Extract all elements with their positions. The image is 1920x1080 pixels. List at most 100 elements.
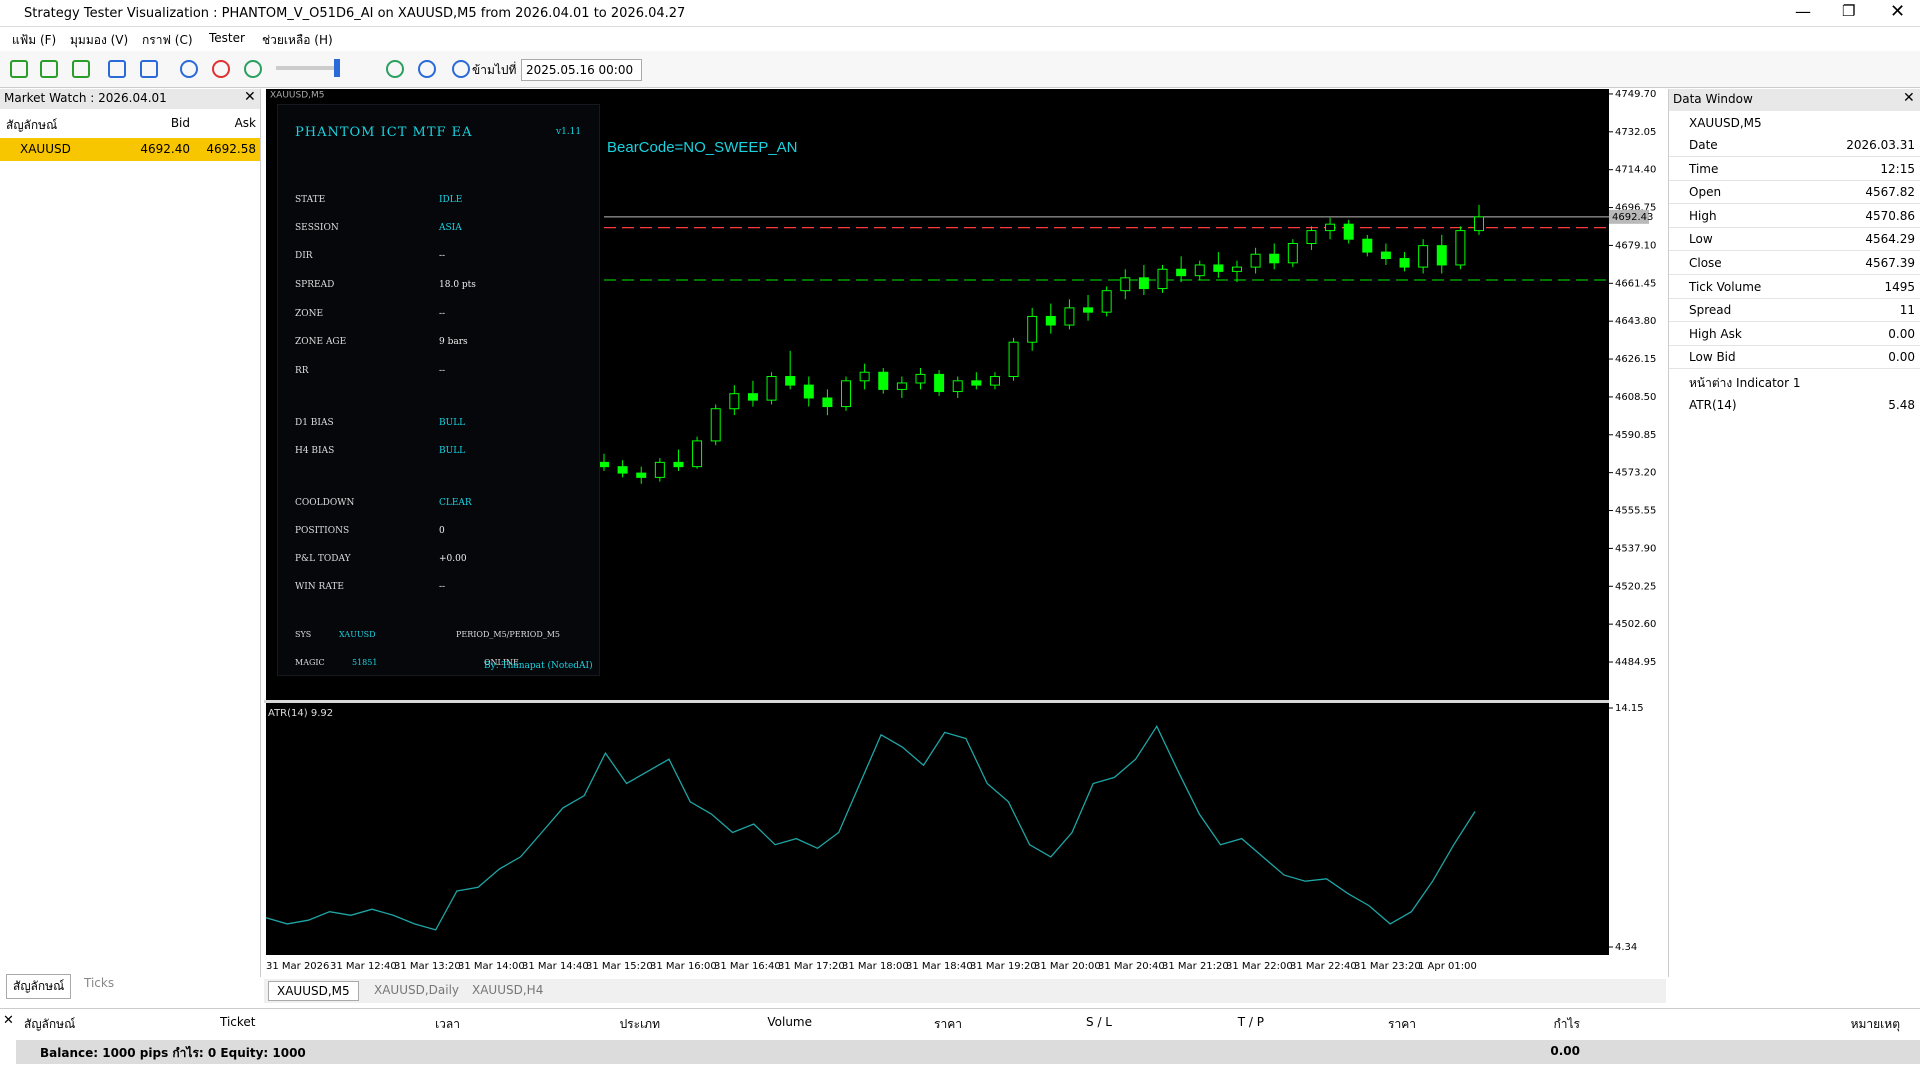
- ea-footer-value: 51851: [352, 658, 378, 667]
- x-tick-label: 31 Mar 18:00: [842, 961, 909, 972]
- toolbar-button[interactable]: [108, 60, 126, 78]
- row-label: High Ask: [1689, 326, 1742, 341]
- x-tick-label: 31 Mar 16:40: [714, 961, 781, 972]
- row-highlight[interactable]: [0, 138, 260, 161]
- price-tag: [1609, 209, 1649, 224]
- candle-body: [785, 376, 796, 386]
- speed-handle[interactable]: [334, 59, 340, 77]
- y-tick-label: 4590.85: [1615, 430, 1656, 441]
- candle-body: [1120, 277, 1131, 292]
- toolbar: ข้ามไปที่ 2025.05.16 00:00: [0, 51, 1920, 88]
- toolbar-button[interactable]: [180, 60, 198, 78]
- y-tick-label: 4626.15: [1615, 354, 1656, 365]
- ea-row-value: +0.00: [439, 554, 467, 564]
- maximize-button[interactable]: ❐: [1842, 2, 1856, 20]
- toolbar-button[interactable]: [244, 60, 262, 78]
- row-label: Date: [1689, 138, 1718, 152]
- close-button[interactable]: ✕: [1903, 90, 1915, 106]
- candle-body: [766, 376, 777, 401]
- ea-row-label: STATE: [295, 195, 326, 205]
- row-value: 5.48: [1888, 397, 1915, 412]
- chart-tab[interactable]: XAUUSD,H4: [472, 983, 544, 997]
- x-tick-label: 31 Mar 22:00: [1226, 961, 1293, 972]
- ea-row-value: IDLE: [439, 195, 463, 205]
- goto-date-text: 2025.05.16 00:00: [526, 63, 634, 77]
- toolbar-button[interactable]: [452, 60, 470, 78]
- candle-body: [803, 384, 814, 399]
- candle-body: [1343, 223, 1354, 240]
- x-tick-label: 31 Mar 22:40: [1290, 961, 1357, 972]
- row-label: ATR(14): [1689, 397, 1737, 412]
- candle-body: [1176, 268, 1187, 277]
- ea-row-value: 18.0 pts: [439, 280, 476, 290]
- row-label: High: [1689, 208, 1717, 223]
- row-value: 4567.82: [1865, 185, 1915, 200]
- x-tick-label: 31 Mar 14:40: [522, 961, 589, 972]
- row-value: 11: [1899, 303, 1915, 318]
- candle-body: [841, 380, 852, 408]
- column-header: ราคา: [934, 1017, 962, 1031]
- toolbar-button[interactable]: [418, 60, 436, 78]
- minimize-button[interactable]: —: [1795, 2, 1811, 21]
- toolbar-button[interactable]: [72, 60, 90, 78]
- column-header: Volume: [767, 1015, 812, 1029]
- price-tag-label: 4692.43: [1612, 212, 1653, 223]
- y-tick-label: 4732.05: [1615, 127, 1656, 138]
- toolbar-button[interactable]: [10, 60, 28, 78]
- panel-tab[interactable]: Ticks: [84, 976, 115, 990]
- toolbar-button[interactable]: [140, 60, 158, 78]
- candle-body: [1474, 216, 1484, 232]
- menu-item[interactable]: มุมมอง (V): [70, 33, 129, 47]
- y-tick-label: 14.15: [1615, 703, 1644, 714]
- row-bg: [1669, 158, 1920, 181]
- candle-body: [952, 380, 963, 393]
- candle-body: [599, 461, 609, 468]
- speed-slider[interactable]: [276, 66, 340, 70]
- profit-text: 0.00: [1550, 1044, 1580, 1058]
- panel-tab[interactable]: สัญลักษณ์: [6, 974, 72, 999]
- goto-date[interactable]: 2025.05.16 00:00: [521, 59, 642, 81]
- ea-row-value: 9 bars: [439, 337, 468, 347]
- menu-item[interactable]: แฟ้ม (F): [12, 33, 57, 47]
- menu-item[interactable]: Tester: [209, 31, 245, 45]
- ea-row-value: --: [439, 309, 446, 319]
- y-tick-label: 4.34: [1615, 942, 1637, 953]
- row-bg: [1669, 299, 1920, 323]
- ea-footer-value: XAUUSD: [339, 630, 376, 639]
- y-tick-label: 4608.50: [1615, 392, 1656, 403]
- goto-label[interactable]: ข้ามไปที่: [472, 63, 517, 77]
- column-header: หมายเหตุ: [1850, 1017, 1900, 1031]
- toolbar-button[interactable]: [386, 60, 404, 78]
- row-bg: [1669, 346, 1920, 370]
- candle-body: [915, 373, 926, 384]
- symbol-label: XAUUSD,M5: [270, 91, 325, 101]
- ea-row-label: P&L TODAY: [295, 554, 351, 564]
- candle-body: [673, 461, 684, 468]
- close-button[interactable]: ✕: [1890, 1, 1906, 22]
- candle-body: [1194, 264, 1205, 277]
- row-label: Tick Volume: [1689, 279, 1762, 294]
- candle-body: [636, 472, 647, 478]
- candle-body: [859, 371, 870, 382]
- candle-body: [1455, 230, 1466, 266]
- candle-body: [692, 440, 703, 468]
- chart-tab[interactable]: XAUUSD,M5: [268, 981, 359, 1001]
- column-header: เวลา: [435, 1017, 460, 1031]
- row-label: Low Bid: [1689, 350, 1736, 365]
- close-button[interactable]: ✕: [244, 89, 256, 105]
- candle-body: [822, 397, 833, 408]
- chart-tab[interactable]: XAUUSD,Daily: [374, 983, 460, 997]
- row-value: 4567.39: [1865, 256, 1915, 270]
- close-button[interactable]: ✕: [3, 1013, 14, 1028]
- candle-body: [1287, 242, 1298, 264]
- menu-item[interactable]: ช่วยเหลือ (H): [262, 33, 333, 47]
- row-label: Time: [1689, 161, 1719, 176]
- panel-title: Data Window: [1669, 89, 1920, 111]
- menu-item[interactable]: กราฟ (C): [142, 33, 193, 47]
- ea-panel: PHANTOM ICT MTF EA v1.11 STATE IDLE SESSION A…: [277, 104, 600, 676]
- candle-body: [654, 461, 665, 478]
- toolbar-button[interactable]: [212, 60, 230, 78]
- row-bg: [1669, 323, 1920, 346]
- toolbar-button[interactable]: [40, 60, 58, 78]
- candle-body: [747, 393, 758, 401]
